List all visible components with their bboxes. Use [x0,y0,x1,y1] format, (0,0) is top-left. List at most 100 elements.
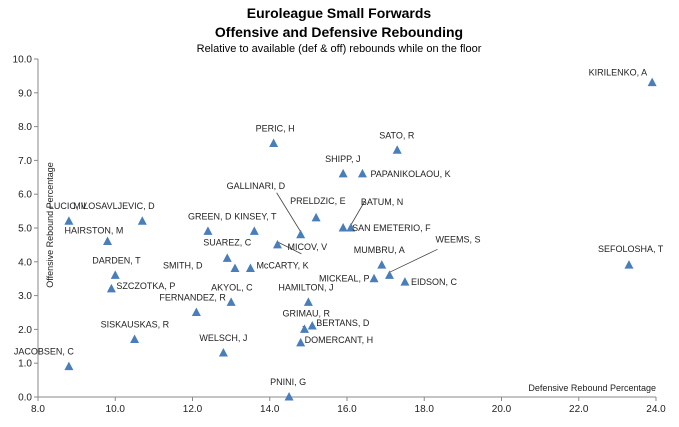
point-label: SATO, R [379,130,415,140]
point-label: DOMERCANT, H [305,335,374,345]
point-label: SUAREZ, C [203,237,252,247]
leader-line [277,241,302,255]
data-point [296,229,306,239]
point-label: SZCZOTKA, P [116,281,175,291]
point-label: SHIPP, J [325,154,360,164]
x-tick-label: 14.0 [260,404,280,415]
point-label: WEEMS, S [435,234,480,244]
x-tick-label: 22.0 [569,404,589,415]
data-point [249,226,259,235]
data-point [137,216,147,225]
point-label: McCARTY, K [256,261,308,271]
data-point [392,145,402,154]
point-label: SMITH, D [163,261,203,271]
point-label: MUMBRU, A [354,245,405,255]
point-label: GRIMAU, R [283,308,331,318]
data-point [191,307,201,316]
data-point [64,216,74,225]
y-tick-labels: 0.0 1.0 2.0 3.0 4.0 5.0 6.0 7.0 8.0 9.0 10.0 [13,55,38,404]
data-point [624,260,634,269]
point-label: LUCIC, V [49,201,87,211]
chart-title-line2: Offensive and Defensive Rebounding [215,24,463,40]
point-label: AKYOL, C [211,282,253,292]
data-points [64,77,657,401]
point-label: FERNANDEZ, R [159,293,226,303]
data-point [369,273,379,283]
x-tick-label: 24.0 [646,404,666,415]
point-label: PERIC, H [256,124,295,134]
y-tick-label: 2.0 [18,325,32,336]
data-point [64,361,74,371]
x-tick-label: 10.0 [106,404,126,415]
data-point [203,226,213,235]
point-label: MICOV, V [287,242,327,252]
point-label: JACOBSEN, C [14,347,75,357]
y-tick-label: 3.0 [18,291,32,302]
point-label: SAN EMETERIO, F [352,223,431,233]
point-label: PAPANIKOLAOU, K [370,169,450,179]
x-tick-label: 20.0 [492,404,512,415]
data-point [303,297,313,306]
y-tick-label: 5.0 [18,224,32,235]
label-leader-lines [276,192,438,327]
x-tick-label: 16.0 [337,404,357,415]
data-point [272,239,282,249]
y-tick-label: 8.0 [18,122,32,133]
data-point [269,138,279,147]
data-point [230,263,240,273]
point-label: KIRILENKO, A [589,68,648,78]
y-tick-label: 7.0 [18,156,32,167]
data-point [103,236,113,246]
point-label: HAMILTON, J [278,282,333,292]
data-point [130,334,140,344]
data-point [647,77,657,87]
point-label: SEFOLOSHA, T [598,244,664,254]
data-point [338,223,348,232]
leader-line [276,192,301,232]
y-tick-label: 1.0 [18,359,32,370]
point-labels: KIRILENKO, A PERIC, H SATO, R SHIPP, J PAPAN… [14,68,664,387]
data-point [346,223,356,232]
data-point [296,337,306,347]
data-point [226,297,236,306]
point-label: SISKAUSKAS, R [101,320,170,330]
x-tick-label: 18.0 [415,404,435,415]
y-axis-title: Offensive Rebound Percentage [45,162,55,287]
data-point [338,168,348,178]
x-axis-title: Defensive Rebound Percentage [528,383,656,393]
point-label: GREEN, D [188,211,232,221]
x-tick-label: 8.0 [31,404,45,415]
point-label: PNINI, G [270,377,306,387]
data-point [284,392,294,401]
leader-line [350,200,366,226]
point-label: PRELDZIC, E [290,196,346,206]
x-tick-labels: 8.0 10.0 12.0 14.0 16.0 18.0 20.0 22.0 24.0 [31,397,666,415]
y-tick-label: 0.0 [18,393,32,404]
data-point [357,168,367,178]
data-point [384,270,394,279]
chart-title: Euroleague Small Forwards [247,5,432,21]
data-point [311,212,321,222]
y-tick-label: 4.0 [18,257,32,268]
point-label: KINSEY, T [234,211,277,221]
point-label: GALLINARI, D [227,181,286,191]
point-label: WELSCH, J [199,333,247,343]
point-label: BERTANS, D [316,318,370,328]
point-label: DARDEN, T [92,255,141,265]
y-tick-label: 6.0 [18,190,32,201]
point-label: HAIRSTON, M [65,226,124,236]
y-tick-label: 10.0 [13,55,33,66]
data-point [245,263,255,273]
x-tick-label: 12.0 [183,404,203,415]
data-point [377,260,387,269]
chart-subtitle: Relative to available (def & off) reboun… [197,43,482,55]
data-point [218,348,228,357]
data-point [222,253,232,262]
data-point [400,277,410,286]
point-label: MICKEAL, P [319,274,370,284]
y-tick-label: 9.0 [18,88,32,99]
point-label: BATUM, N [361,197,403,207]
point-label: MILOSAVLJEVIC, D [73,201,155,211]
data-point [300,324,310,333]
